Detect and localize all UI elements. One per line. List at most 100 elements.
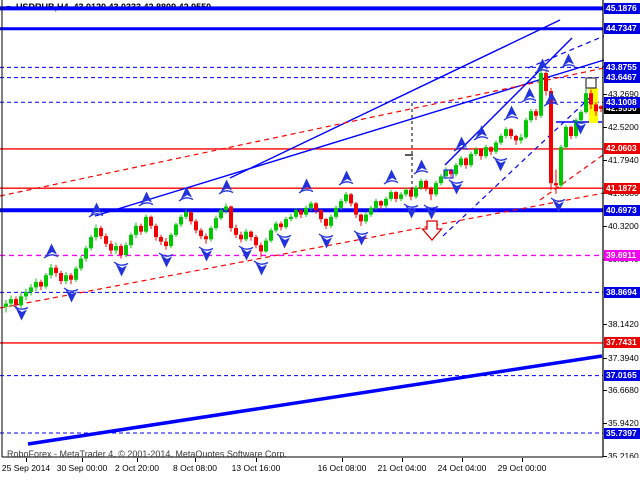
candle-body: [309, 203, 313, 208]
candle-body: [264, 240, 268, 252]
highlight-layer[interactable]: [589, 88, 598, 123]
candle-body: [104, 236, 108, 244]
candle-body: [584, 93, 588, 113]
price-tick-label: 40.3200: [603, 222, 640, 231]
candle-body: [419, 180, 423, 188]
time-axis-label: 25 Sep 2014: [1, 463, 51, 473]
price-level-label: 37.7431: [604, 337, 640, 349]
fractal-up-arrow-icon: [521, 86, 537, 103]
fractal-up-arrow-icon: [473, 124, 489, 141]
candle-body: [74, 268, 78, 280]
red-dashed-right[interactable]: [539, 154, 604, 201]
candle-body: [319, 210, 323, 220]
candle-body: [189, 212, 193, 222]
candle-body: [229, 206, 233, 229]
candle-body: [199, 230, 203, 237]
price-level-label: 35.7397: [604, 427, 640, 439]
time-axis-label: 29 Oct 00:00: [497, 463, 547, 473]
channel-line-a[interactable]: [94, 59, 604, 217]
candle-body: [509, 129, 513, 136]
chart-plot-area[interactable]: [0, 0, 604, 458]
candle-body: [209, 228, 213, 240]
red-dashed-upper[interactable]: [0, 67, 604, 197]
candle-body: [114, 246, 118, 251]
copyright-text: RoboForex - MetaTrader 4, © 2001-2014, M…: [7, 449, 287, 459]
candle-body: [39, 281, 43, 287]
price-level-label: 42.0603: [604, 143, 640, 155]
time-tick-mark: [522, 458, 523, 462]
candle-body: [34, 281, 38, 288]
candle-body: [164, 241, 168, 247]
breakout-marker-square[interactable]: [585, 77, 597, 89]
time-tick-mark: [256, 458, 257, 462]
candle-body: [529, 111, 533, 121]
price-axis[interactable]: 43.894843.269042.520041.794041.068040.32…: [603, 0, 640, 460]
candle-body: [179, 216, 183, 225]
yellow-highlight[interactable]: [589, 88, 598, 123]
candle-body: [489, 147, 493, 152]
candle-body: [304, 207, 308, 215]
candle-body: [539, 73, 543, 116]
candle-body: [84, 248, 88, 259]
candle-body: [329, 216, 333, 226]
time-tick-mark: [26, 458, 27, 462]
candle-body: [154, 225, 158, 238]
candle-body: [394, 192, 398, 199]
fractal-up-arrow-icon: [413, 158, 429, 175]
candle-body: [594, 104, 598, 112]
candle-body: [99, 228, 103, 237]
time-tick-mark: [342, 458, 343, 462]
fractal-up-arrow-icon: [383, 168, 399, 185]
fractal-down-arrow-icon: [113, 261, 129, 278]
time-tick-mark: [137, 458, 138, 462]
candle-body: [44, 275, 48, 287]
price-level-label: 40.6973: [604, 204, 640, 216]
red-dashed-lower[interactable]: [0, 192, 604, 309]
candle-body: [314, 203, 318, 211]
candle-body: [29, 287, 33, 292]
candle-body: [259, 245, 263, 252]
candle-body: [219, 210, 223, 219]
candle-body: [454, 165, 458, 175]
candle-body: [459, 158, 463, 166]
channel-line-c[interactable]: [444, 37, 573, 166]
price-level-label: 43.6467: [604, 72, 640, 84]
price-level-label: 45.1876: [604, 2, 640, 14]
candle-body: [494, 142, 498, 152]
candle-body: [354, 203, 358, 215]
candle-body: [24, 291, 28, 297]
candle-body: [19, 296, 23, 306]
candle-body: [349, 194, 353, 204]
candle-body: [364, 214, 368, 222]
time-axis[interactable]: 25 Sep 2014 30 Sep 00:00 2 Oct 20:00 8 Oct …: [0, 458, 640, 480]
candle-body: [449, 169, 453, 175]
candle-body: [479, 149, 483, 157]
fractal-down-arrow-icon: [253, 260, 269, 277]
fractal-down-arrow-icon: [492, 156, 508, 173]
lower-trend-thick[interactable]: [27, 354, 603, 446]
candle-body: [414, 187, 418, 197]
time-tick-mark: [195, 458, 196, 462]
candle-body: [404, 189, 408, 195]
candle-body: [384, 198, 388, 206]
candle-body: [379, 201, 383, 206]
trendlines-layer[interactable]: [0, 19, 604, 446]
blue-marker-rect[interactable]: [443, 169, 454, 179]
candle-body: [369, 207, 373, 215]
candle-body: [569, 126, 573, 136]
candle-body: [169, 234, 173, 247]
candle-body: [559, 147, 563, 186]
markers-layer[interactable]: [421, 77, 597, 241]
time-tick-mark: [82, 458, 83, 462]
candle-body: [244, 231, 248, 240]
candle-body: [119, 246, 123, 256]
candle-body: [234, 228, 238, 235]
channel-line-b[interactable]: [229, 19, 561, 179]
candle-body: [224, 206, 228, 211]
candle-body: [474, 149, 478, 154]
down-block-arrow-icon[interactable]: [421, 220, 443, 241]
fractal-up-arrow-icon: [503, 104, 519, 121]
candle-body: [129, 234, 133, 246]
price-tick-label: 41.7940: [603, 155, 640, 165]
